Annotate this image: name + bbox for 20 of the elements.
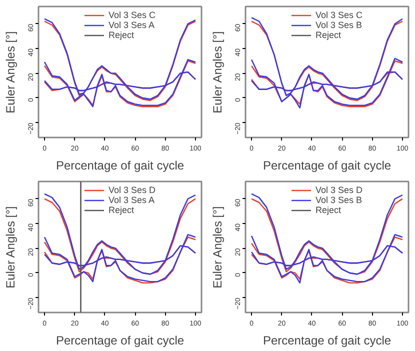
legend-label: Reject <box>315 30 341 40</box>
legend-label: Reject <box>108 30 134 40</box>
legend-label: Vol 3 Ses A <box>108 195 155 205</box>
x-axis-title: Percentage of gait cycle <box>262 334 392 348</box>
legend-label: Vol 3 Ses D <box>315 185 363 195</box>
legend-label: Vol 3 Ses B <box>315 195 362 205</box>
y-axis-title: Euler Angles [°] <box>210 31 224 114</box>
ref-line-label: Reject <box>108 205 134 215</box>
x-axis-title: Percentage of gait cycle <box>56 158 184 172</box>
y-axis-title: Euler Angles [°] <box>4 206 18 288</box>
x-axis-title: Percentage of gait cycle <box>56 334 184 348</box>
legend-label: Vol 3 Ses B <box>315 20 362 30</box>
legend-label: Vol 3 Ses C <box>108 10 156 20</box>
legend-label: Vol 3 Ses C <box>315 10 363 20</box>
legend-label: Reject <box>315 205 341 215</box>
y-axis-title: Euler Angles [°] <box>210 206 224 288</box>
legend-label: Vol 3 Ses D <box>108 185 156 195</box>
legend-label: Vol 3 Ses A <box>108 20 155 30</box>
y-axis-title: Euler Angles [°] <box>4 31 18 114</box>
x-axis-title: Percentage of gait cycle <box>262 158 392 172</box>
